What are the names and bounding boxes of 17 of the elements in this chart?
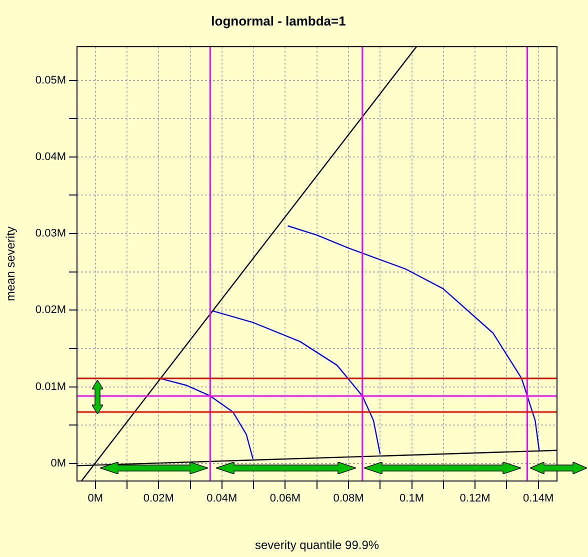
x-axis-title: severity quantile 99.9% [254, 538, 380, 552]
x-tick-label: 0.04M [206, 492, 238, 505]
y-tick-label: 0.05M [35, 74, 66, 86]
x-tick-label: 0.14M [523, 492, 554, 505]
y-tick-label: 0.02M [35, 304, 66, 316]
x-tick-label: 0.08M [333, 492, 364, 505]
y-tick-label: 0.01M [35, 380, 66, 393]
y-tick-label: 0M [50, 457, 66, 470]
x-tick-label: 0.02M [143, 492, 174, 505]
y-tick-label: 0.04M [35, 150, 66, 163]
x-tick-label: 0.12M [460, 492, 490, 505]
x-tick-label: 0.1M [400, 492, 424, 505]
x-tick-label: 0M [88, 492, 103, 505]
y-tick-label: 0.03M [35, 228, 66, 240]
x-tick-label: 0.06M [270, 492, 300, 505]
y-axis-title: mean severity [4, 226, 18, 302]
chart-title: lognormal - lambda=1 [211, 13, 346, 28]
